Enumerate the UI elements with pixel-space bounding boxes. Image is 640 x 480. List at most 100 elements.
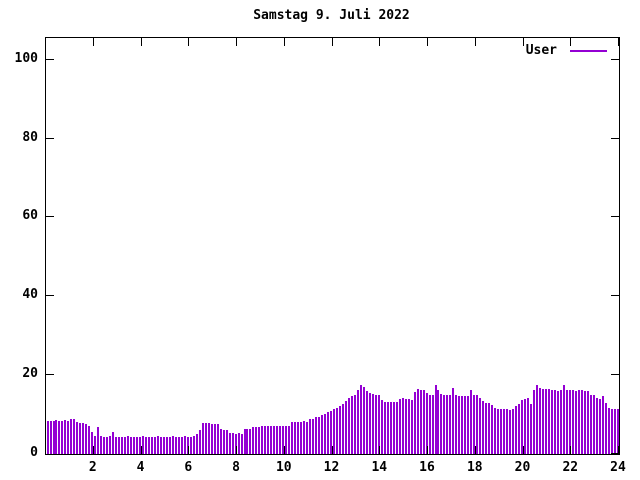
y-tick-label: 100 <box>14 50 38 66</box>
x-axis-tick <box>474 446 476 454</box>
bar <box>336 407 338 454</box>
bar <box>344 401 347 454</box>
bar <box>452 387 455 454</box>
bar <box>165 436 168 454</box>
bar <box>446 395 449 454</box>
bar <box>440 394 443 454</box>
bar <box>389 402 392 454</box>
bar <box>518 403 520 454</box>
bar <box>318 416 321 454</box>
bar <box>177 437 180 454</box>
bar <box>610 408 613 454</box>
bar <box>461 396 464 454</box>
bar <box>431 394 434 454</box>
x-tick-label: 18 <box>466 460 483 475</box>
bar <box>237 433 240 454</box>
bar <box>136 436 138 454</box>
bar <box>148 437 150 454</box>
x-tick-label: 2 <box>88 460 97 475</box>
bar <box>198 429 201 454</box>
x-tick-label: 16 <box>419 460 435 475</box>
bar <box>556 390 559 454</box>
bar <box>58 420 61 454</box>
bar <box>156 436 159 454</box>
bar <box>353 394 356 454</box>
bar <box>139 437 141 454</box>
bar <box>222 429 225 454</box>
bar <box>201 422 204 454</box>
x-axis-tick <box>92 446 94 454</box>
bar <box>374 394 377 454</box>
bar <box>219 429 222 454</box>
x-axis-tick <box>427 446 428 454</box>
bar <box>192 435 195 454</box>
bar <box>547 389 550 454</box>
bar <box>550 390 553 454</box>
bar <box>494 408 497 454</box>
bar <box>365 391 368 454</box>
x-axis-tick <box>379 446 381 454</box>
bar <box>79 422 82 454</box>
bar <box>488 403 491 454</box>
y-axis-tick <box>46 295 54 297</box>
bar <box>604 403 607 454</box>
bar <box>321 415 324 454</box>
bar <box>479 397 482 454</box>
bar <box>124 436 127 454</box>
bar <box>574 390 577 454</box>
y-tick-label: 20 <box>22 366 38 382</box>
x-tick-label: 4 <box>136 460 145 475</box>
bar <box>153 436 156 454</box>
bar <box>521 400 523 454</box>
bar <box>312 418 315 454</box>
bar <box>115 436 118 454</box>
x-axis-tick <box>522 446 524 454</box>
bar <box>261 426 264 454</box>
x-axis-tick <box>140 446 142 454</box>
bar <box>512 409 515 454</box>
bar <box>491 405 494 454</box>
bar <box>127 436 130 454</box>
y-axis-tick <box>46 137 54 139</box>
bar <box>571 389 574 454</box>
x-axis-tick <box>188 446 190 454</box>
bar <box>162 436 165 454</box>
bar <box>404 398 407 454</box>
x-axis-tick <box>283 446 285 454</box>
bar <box>386 402 389 454</box>
bar <box>106 436 109 454</box>
bar <box>70 418 73 454</box>
y-axis-tick <box>611 374 619 376</box>
bar <box>437 389 440 454</box>
y-axis-tick <box>611 453 619 454</box>
bar <box>195 433 198 454</box>
bar <box>303 421 306 454</box>
bar <box>67 420 70 454</box>
x-axis-tick <box>236 446 237 454</box>
bar <box>553 389 556 454</box>
bar <box>121 437 124 454</box>
bar <box>171 436 174 454</box>
bar <box>341 403 344 454</box>
bar <box>509 409 512 454</box>
bar <box>94 435 97 454</box>
y-axis-tick <box>611 216 619 218</box>
bar <box>246 428 249 454</box>
x-axis-tick <box>570 38 572 46</box>
bar <box>309 419 312 454</box>
bar <box>562 385 565 454</box>
bar <box>506 409 509 454</box>
bar <box>473 394 476 454</box>
bar <box>270 425 273 454</box>
bar <box>213 424 216 454</box>
bar <box>443 394 446 454</box>
x-tick-label: 20 <box>514 460 531 475</box>
bar <box>380 399 383 454</box>
bar <box>324 413 326 454</box>
bar <box>279 426 282 454</box>
bar <box>476 394 479 454</box>
x-axis-tick <box>570 446 572 454</box>
bar <box>455 394 458 454</box>
bar <box>150 436 153 454</box>
bar <box>118 436 121 454</box>
